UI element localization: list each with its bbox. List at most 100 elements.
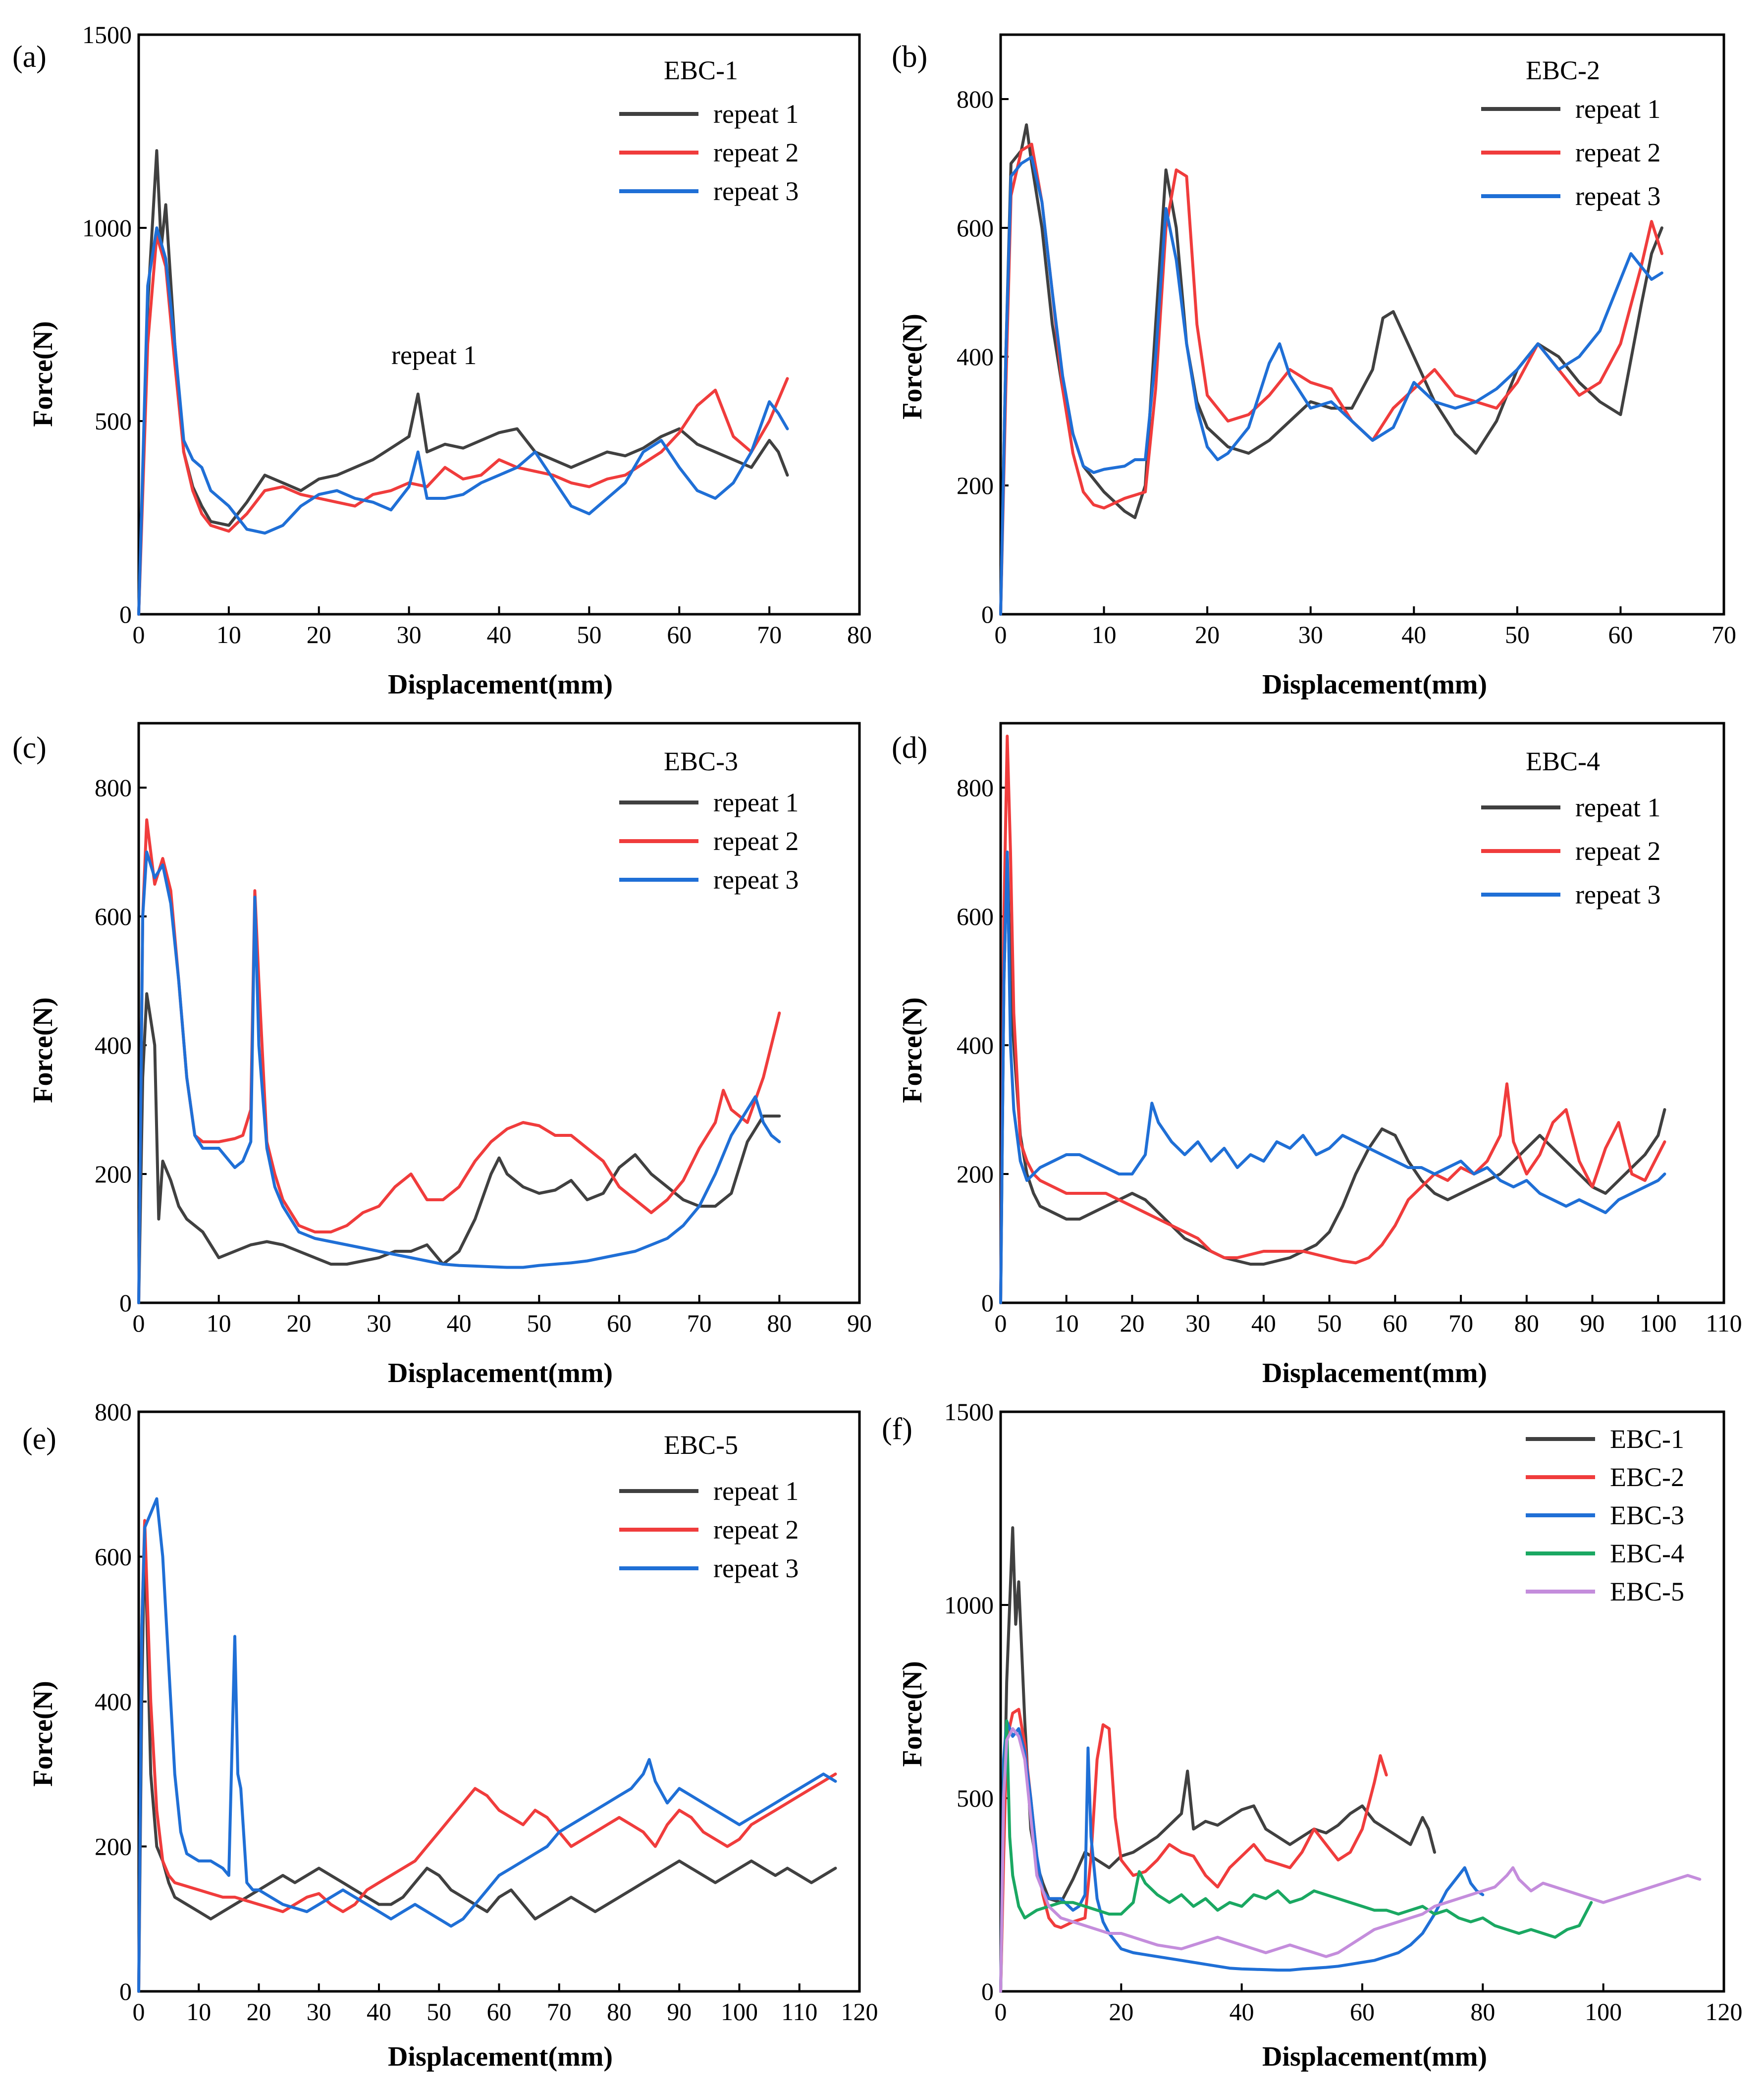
y-tick-label: 600 [957, 903, 994, 930]
x-tick-label: 60 [487, 1998, 512, 2026]
legend-entry-label: repeat 2 [1575, 836, 1660, 866]
series-line-repeat-1 [137, 149, 789, 616]
y-tick-label: 1000 [82, 214, 132, 242]
panel-e: (e) Displacement(mm) Force(N) EBC-5 0 10 2… [22, 1398, 878, 2072]
legend-title-b: EBC-2 [1526, 55, 1600, 85]
x-tick-label: 80 [847, 621, 872, 648]
legend-entry-label: repeat 2 [1575, 138, 1660, 167]
series-line-repeat-2 [999, 143, 1663, 616]
y-tick-label: 600 [957, 214, 994, 242]
series-line-ebc-5 [999, 1727, 1702, 1993]
legend-entry-label: repeat 3 [1575, 181, 1660, 211]
series-line-ebc-2 [999, 1708, 1388, 1993]
x-tick-label: 0 [133, 621, 145, 648]
series-line-repeat-2 [137, 1519, 837, 1993]
x-tick-label: 50 [577, 621, 601, 648]
x-tick-label: 70 [757, 621, 782, 648]
panel-label-b: (b) [892, 40, 927, 74]
panel-b: (b) Displacement(mm) Force(N) EBC-2 0 10 2… [892, 33, 1736, 700]
x-tick-label: 0 [133, 1998, 145, 2026]
y-tick-label: 800 [95, 1398, 132, 1426]
x-tick-label: 70 [547, 1998, 572, 2026]
legend-entry-label: repeat 1 [713, 99, 799, 129]
legend-entry-label: repeat 1 [1575, 793, 1660, 822]
x-tick-label: 20 [1109, 1998, 1133, 2026]
x-tick-label: 90 [1580, 1309, 1605, 1337]
series-line-repeat-1 [999, 851, 1666, 1304]
x-tick-label: 40 [487, 621, 512, 648]
x-tick-label: 20 [247, 1998, 271, 2026]
panel-label-f: (f) [882, 1412, 912, 1446]
y-tick-label: 0 [981, 1977, 994, 2005]
x-tick-label: 40 [367, 1998, 391, 2026]
x-tick-label: 60 [607, 1309, 632, 1337]
panel-label-a: (a) [12, 40, 47, 74]
x-tick-label: 100 [1640, 1309, 1677, 1337]
y-tick-label: 200 [95, 1833, 132, 1861]
x-tick-label: 100 [1585, 1998, 1622, 2026]
legend-entry-label: repeat 1 [713, 788, 799, 817]
x-tick-label: 30 [367, 1309, 391, 1337]
legend-entry-label: EBC-2 [1610, 1462, 1684, 1492]
x-tick-label: 10 [216, 621, 241, 648]
y-tick-label: 0 [119, 1289, 132, 1317]
y-tick-label: 1500 [82, 21, 132, 49]
x-tick-label: 30 [1298, 621, 1323, 648]
y-tick-label: 1500 [944, 1398, 994, 1426]
y-tick-label: 600 [95, 1543, 132, 1571]
y-tick-label: 0 [981, 600, 994, 628]
x-axis-label-b: Displacement(mm) [1262, 669, 1487, 700]
x-axis-label-c: Displacement(mm) [388, 1358, 613, 1388]
series-line-repeat-3 [999, 851, 1666, 1304]
series-line-repeat-2 [137, 234, 789, 616]
x-tick-label: 60 [1608, 621, 1633, 648]
x-tick-label: 50 [527, 1309, 551, 1337]
x-tick-label: 10 [1092, 621, 1117, 648]
legend-entry-label: EBC-1 [1610, 1424, 1684, 1454]
x-tick-label: 90 [667, 1998, 692, 2026]
legend-entry-label: repeat 1 [1575, 94, 1660, 124]
legend-entry-label: EBC-5 [1610, 1577, 1684, 1606]
y-tick-label: 400 [95, 1031, 132, 1059]
x-tick-label: 30 [1185, 1309, 1210, 1337]
y-tick-label: 800 [957, 85, 994, 113]
x-axis-label-d: Displacement(mm) [1262, 1358, 1487, 1388]
legend-title-c: EBC-3 [664, 747, 738, 776]
y-tick-label: 400 [957, 343, 994, 371]
x-tick-label: 40 [447, 1309, 472, 1337]
x-tick-label: 10 [186, 1998, 211, 2026]
x-tick-label: 60 [667, 621, 692, 648]
y-axis-label-b: Force(N) [897, 314, 928, 420]
legend-entry-label: repeat 1 [713, 1476, 799, 1506]
x-tick-label: 0 [995, 621, 1007, 648]
x-tick-label: 20 [1195, 621, 1220, 648]
legend-entry-label: repeat 3 [713, 1553, 799, 1583]
x-tick-label: 80 [1514, 1309, 1539, 1337]
y-axis-label-c: Force(N) [28, 997, 58, 1103]
x-tick-label: 70 [687, 1309, 712, 1337]
x-tick-label: 40 [1401, 621, 1426, 648]
series-line-repeat-1 [137, 1526, 837, 1993]
x-tick-label: 30 [307, 1998, 331, 2026]
x-tick-label: 40 [1229, 1998, 1254, 2026]
x-tick-label: 0 [995, 1998, 1007, 2026]
y-tick-label: 200 [957, 472, 994, 499]
legend-entry-label: EBC-3 [1610, 1500, 1684, 1530]
legend-title-a: EBC-1 [664, 55, 738, 85]
x-tick-label: 80 [1470, 1998, 1495, 2026]
y-tick-label: 500 [95, 407, 132, 435]
y-tick-label: 0 [119, 600, 132, 628]
legend-entry-label: repeat 3 [1575, 880, 1660, 909]
y-tick-label: 0 [119, 1977, 132, 2005]
x-axis-label-e: Displacement(mm) [388, 2041, 613, 2072]
y-axis-label-f: Force(N) [897, 1661, 928, 1767]
y-axis-label-d: Force(N) [897, 997, 928, 1103]
legend-entry-label: repeat 2 [713, 1515, 799, 1545]
y-axis-label-e: Force(N) [28, 1681, 58, 1787]
annotation-a: repeat 1 [391, 340, 477, 370]
panel-c: (c) Displacement(mm) Force(N) EBC-3 0 10 2… [12, 722, 872, 1388]
x-tick-label: 120 [841, 1998, 878, 2026]
x-tick-label: 50 [1505, 621, 1530, 648]
x-tick-label: 30 [397, 621, 422, 648]
